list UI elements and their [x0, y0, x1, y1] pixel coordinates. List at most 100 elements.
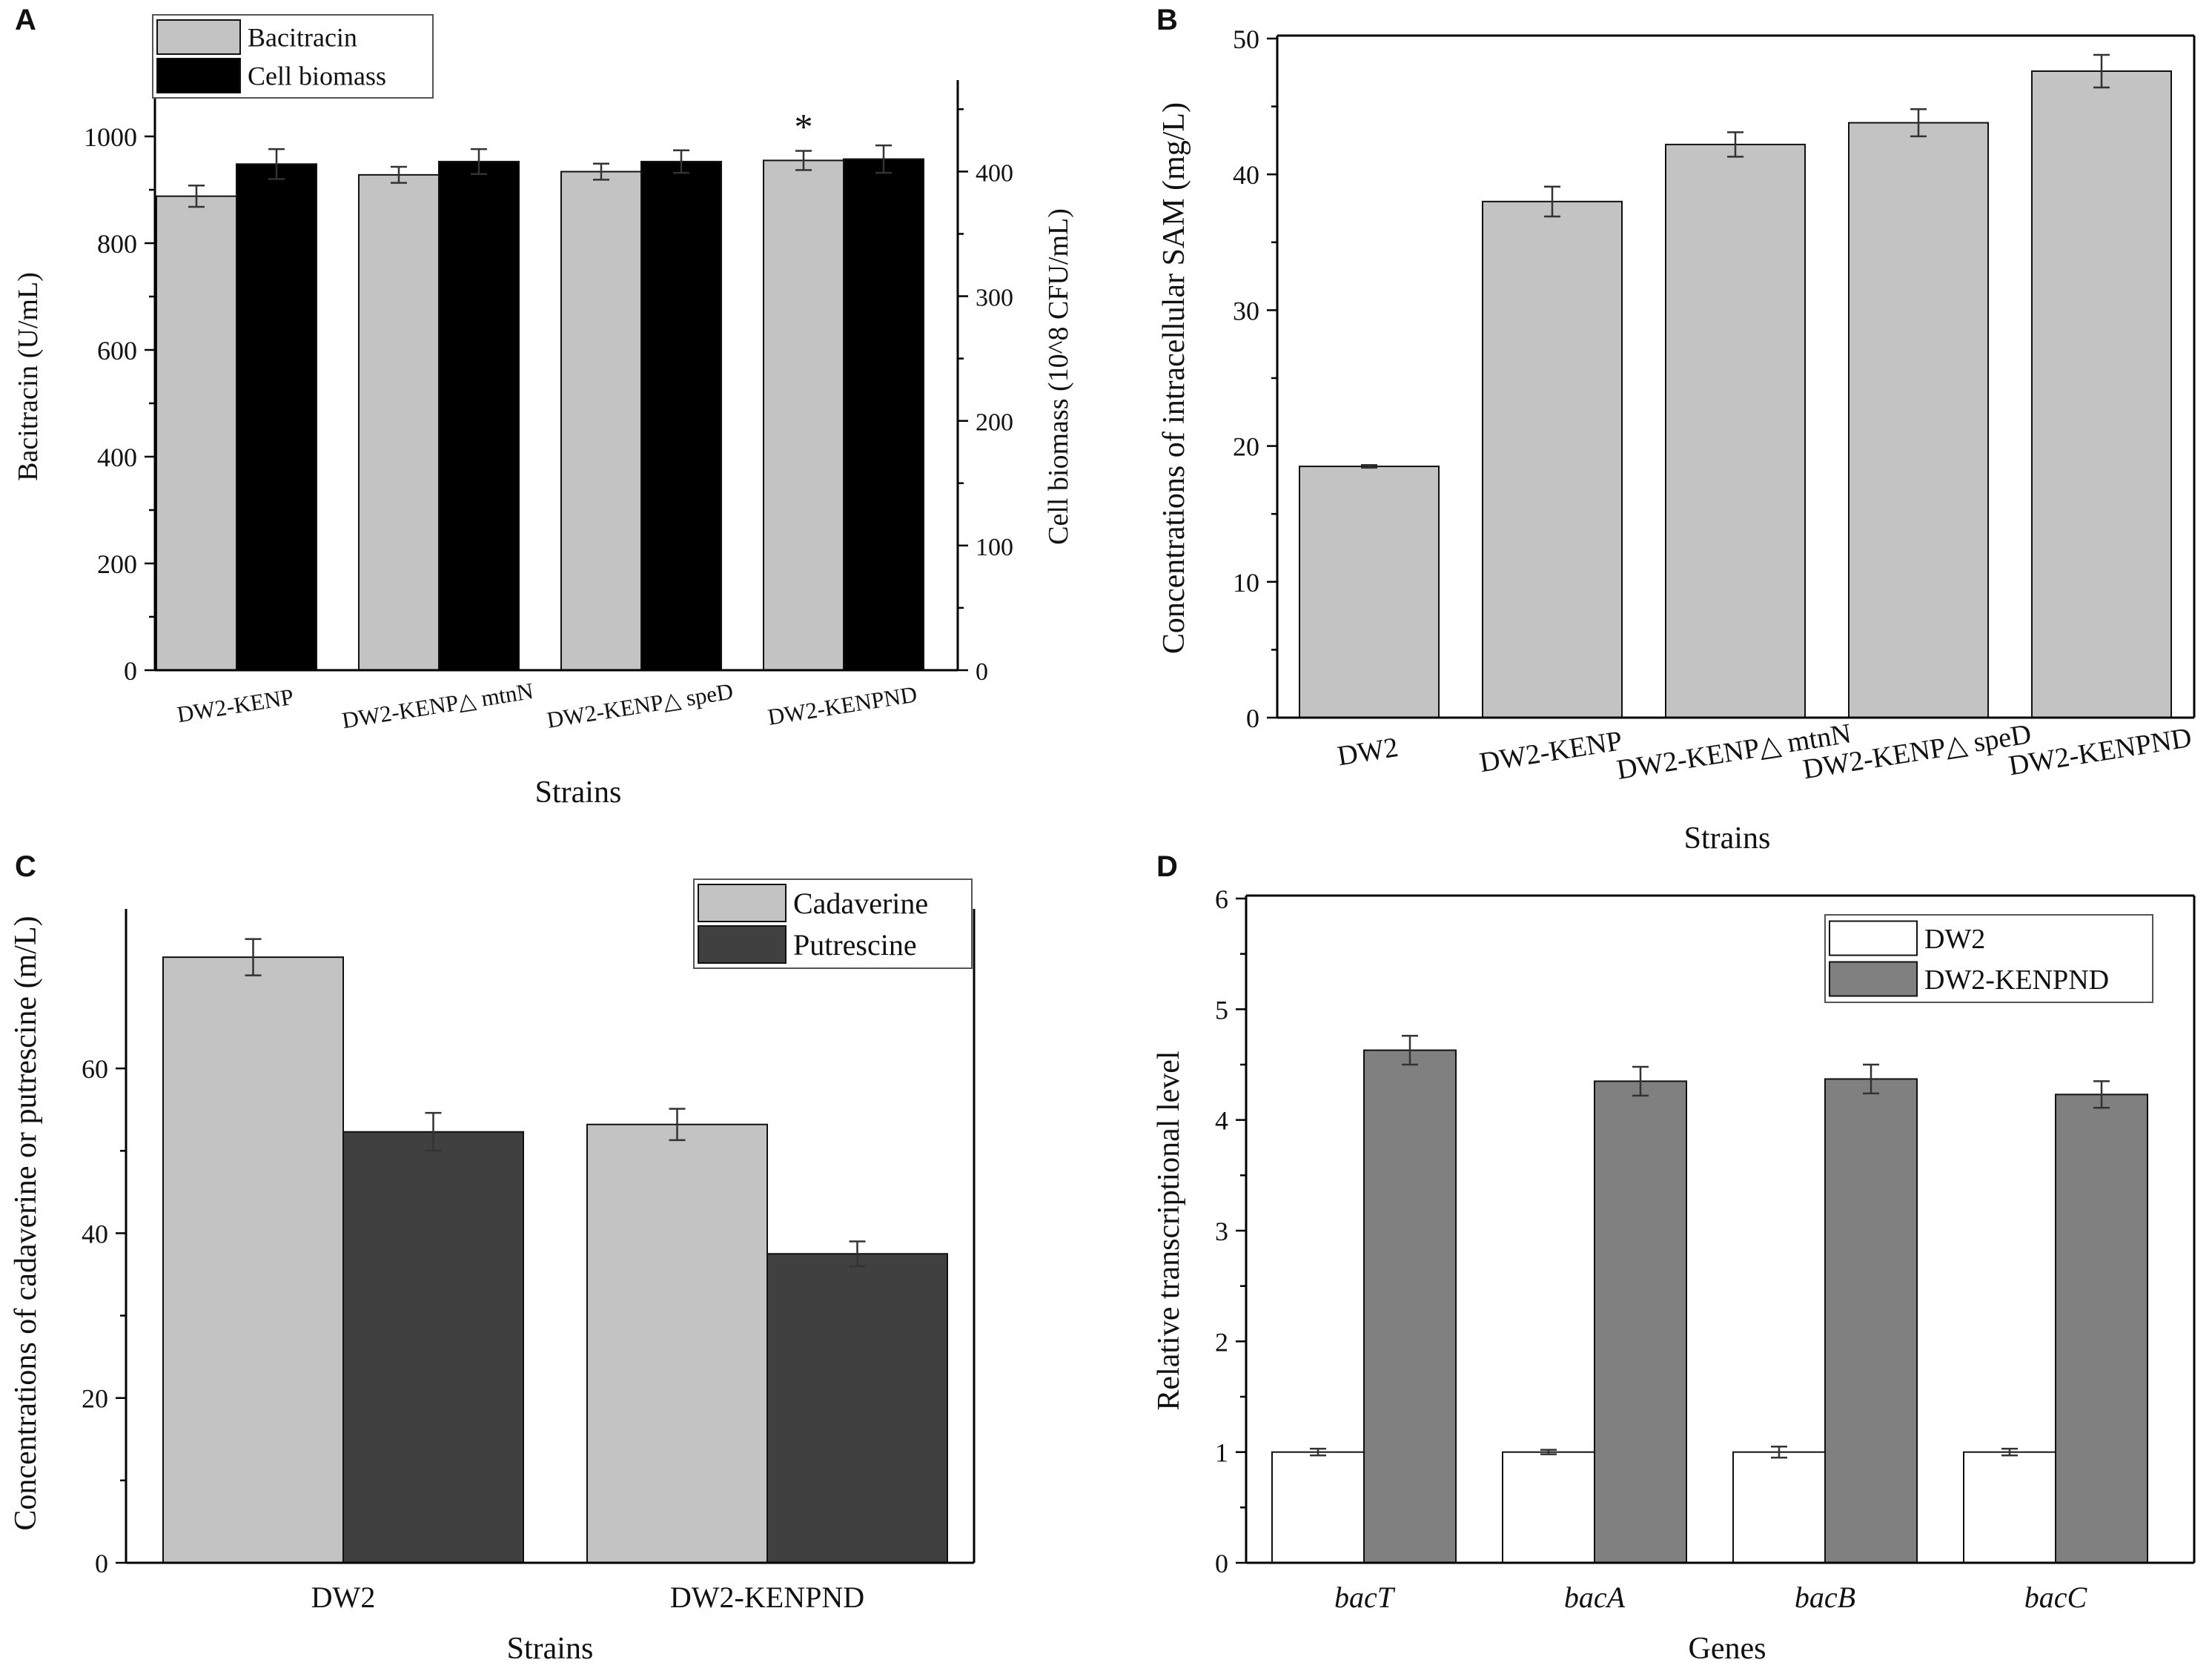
bar-dw2-kenpnd-bacc	[2055, 1094, 2148, 1564]
bar-sam-dw2-kenp	[1482, 200, 1623, 718]
y-tick-label: 6	[1215, 884, 1228, 914]
y-tick-label: 0	[1246, 704, 1259, 733]
y-tick-label: 0	[124, 656, 137, 686]
bar-sam-dw2-kenpnd	[2031, 70, 2172, 718]
y-tick-label: 0	[95, 1549, 108, 1578]
y-tick-label: 40	[1233, 160, 1259, 190]
error-bar-putrescine-dw2	[425, 1111, 442, 1152]
legend-swatch-cadaverine	[698, 884, 787, 922]
bar-cell-biomass-dw2-kenp-mtnn	[438, 160, 520, 672]
y-axis-title: Relative transcriptional level	[1152, 1051, 1186, 1410]
error-bar-dw2-kenpnd-bacc	[2093, 1080, 2110, 1109]
bar-dw2-bacc	[1963, 1451, 2056, 1564]
bar-dw2-kenpnd-bact	[1363, 1049, 1457, 1564]
error-bar-sam-dw2-kenpnd	[2093, 53, 2110, 89]
legend-label: DW2-KENPND	[1924, 965, 2109, 996]
y-tick-label: 1	[1215, 1438, 1228, 1468]
y2-tick-label: 200	[976, 409, 1013, 437]
bar-dw2-bact	[1271, 1451, 1365, 1564]
y-tick-label: 2	[1215, 1327, 1228, 1357]
y-tick-label: 200	[97, 549, 137, 579]
x-tick-label: bacA	[1564, 1581, 1626, 1614]
error-bar-putrescine-dw2-kenpnd	[849, 1240, 866, 1268]
panel-a: A DW2-KENP DW2-KENP△ mtnN DW2-KENP△ speD DW2…	[13, 4, 1074, 810]
panel-letter: B	[1156, 4, 1178, 36]
panel-letter: A	[15, 4, 36, 36]
significance-marker: *	[795, 105, 813, 147]
y-tick-label: 50	[1233, 24, 1259, 54]
panel-letter: D	[1156, 850, 1178, 883]
x-tick-label: DW2-KENP△ speD	[545, 678, 735, 732]
error-bar-cell-biomass-dw2-kenp	[268, 148, 285, 180]
error-bar-dw2-kenpnd-bact	[1402, 1034, 1418, 1066]
error-bar-bacitracin-dw2-kenp-sped	[593, 162, 609, 181]
bar-cell-biomass-dw2-kenp-sped	[640, 160, 722, 672]
error-bar-dw2-bact	[1310, 1447, 1326, 1457]
legend-swatch-bacitracin	[156, 19, 241, 55]
y2-tick-label: 0	[976, 658, 988, 686]
y-axis-title: Bacitracin (U/mL)	[13, 272, 44, 481]
y-tick-label: 20	[1233, 432, 1259, 462]
x-axis-title: Strains	[1684, 821, 1771, 856]
legend-label: Cadaverine	[793, 887, 928, 920]
error-bar-sam-dw2	[1361, 463, 1377, 469]
error-bar-cell-biomass-dw2-kenp-sped	[673, 149, 689, 174]
error-bar-sam-dw2-kenp	[1544, 185, 1560, 218]
bar-sam-dw2-kenp-mtnn	[1665, 143, 1806, 718]
y-tick-label: 30	[1233, 296, 1259, 325]
bar-dw2-baca	[1502, 1451, 1595, 1564]
legend-swatch-dw2-kenpnd	[1829, 961, 1918, 997]
legend-swatch-putrescine	[698, 925, 787, 964]
panel-letter: C	[15, 850, 36, 883]
bar-putrescine-dw2	[342, 1131, 524, 1564]
bar-sam-dw2-kenp-sped	[1848, 122, 1989, 719]
legend-label: DW2	[1924, 924, 1985, 955]
bar-cadaverine-dw2-kenpnd	[586, 1123, 768, 1564]
legend-swatch-cell-biomass	[156, 58, 241, 93]
x-tick-label: bacT	[1334, 1581, 1396, 1614]
x-tick-label: DW2-KENP	[175, 684, 295, 727]
y-tick-label: 4	[1215, 1106, 1228, 1136]
y2-axis-title: Cell biomass (10^8 CFU/mL)	[1043, 208, 1074, 545]
legend-label: Putrescine	[793, 928, 917, 962]
error-bar-cell-biomass-dw2-kenp-mtnn	[471, 148, 487, 176]
y-tick-label: 20	[82, 1384, 108, 1414]
bar-sam-dw2	[1299, 466, 1440, 719]
x-tick-label: DW2-KENP	[1477, 725, 1624, 778]
y-axis-title: Concentrations of intracellular SAM (mg/…	[1157, 102, 1191, 654]
bar-dw2-kenpnd-bacb	[1824, 1078, 1918, 1564]
bar-bacitracin-dw2-kenp	[156, 195, 237, 671]
y-tick-label: 3	[1215, 1217, 1228, 1246]
error-bar-sam-dw2-kenp-mtnn	[1727, 131, 1744, 158]
x-tick-label: bacC	[2024, 1581, 2088, 1614]
y-tick-label: 10	[1233, 568, 1259, 598]
error-bar-cell-biomass-dw2-kenpnd	[875, 144, 892, 174]
legend: DW2 DW2-KENPND	[1824, 914, 2153, 1003]
x-tick-label: bacB	[1795, 1581, 1855, 1614]
x-tick-label: DW2-KENPND	[670, 1581, 864, 1614]
bar-cadaverine-dw2	[162, 956, 344, 1564]
error-bar-dw2-kenpnd-bacb	[1863, 1063, 1879, 1095]
y-tick-label: 0	[1215, 1549, 1228, 1578]
y-tick-label: 5	[1215, 995, 1228, 1025]
error-bar-dw2-kenpnd-baca	[1632, 1065, 1649, 1097]
error-bar-sam-dw2-kenp-sped	[1910, 108, 1927, 138]
bar-dw2-kenpnd-baca	[1594, 1080, 1687, 1564]
error-bar-dw2-baca	[1540, 1449, 1557, 1455]
y-tick-label: 800	[97, 229, 137, 259]
error-bar-cadaverine-dw2-kenpnd	[669, 1108, 686, 1142]
x-tick-label: DW2	[311, 1581, 376, 1614]
error-bar-bacitracin-dw2-kenpnd	[795, 150, 812, 171]
error-bar-bacitracin-dw2-kenp	[188, 184, 205, 208]
error-bar-bacitracin-dw2-kenp-mtnn	[391, 165, 407, 184]
error-bar-dw2-bacb	[1771, 1445, 1787, 1459]
x-tick-label: DW2	[1335, 732, 1400, 772]
y-axis-title: Concentrations of cadaverine or putresci…	[9, 916, 43, 1530]
x-axis-title: Strains	[535, 775, 622, 810]
y-tick-label: 1000	[84, 122, 137, 152]
bar-cell-biomass-dw2-kenpnd	[843, 158, 924, 671]
legend: Cadaverine Putrescine	[693, 879, 973, 969]
